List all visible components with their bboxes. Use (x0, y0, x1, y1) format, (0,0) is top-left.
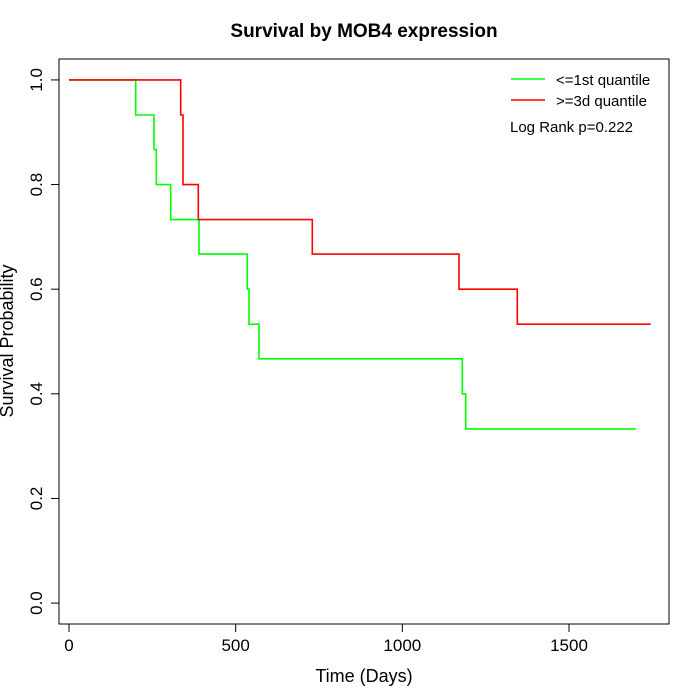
y-tick-label: 1.0 (27, 68, 46, 92)
x-tick-label: 0 (64, 636, 73, 655)
legend-label-high: >=3d quantile (556, 93, 647, 110)
chart-title: Survival by MOB4 expression (230, 21, 497, 42)
x-axis-label: Time (Days) (315, 666, 412, 686)
series-layer (69, 79, 651, 430)
x-tick-label: 1500 (550, 636, 588, 655)
legend: <=1st quantile >=3d quantile (511, 72, 650, 110)
log-rank-annotation: Log Rank p=0.222 (510, 119, 633, 136)
y-tick-label: 0.2 (27, 487, 46, 511)
y-tick-label: 0.0 (27, 591, 46, 615)
y-axis-label: Survival Probability (0, 264, 17, 417)
series-line-low (69, 79, 636, 430)
x-tick-label: 1000 (383, 636, 421, 655)
x-tick-label: 500 (221, 636, 249, 655)
series-line-high (69, 79, 651, 326)
y-axis: 0.0 0.2 0.4 0.6 0.8 1.0 (27, 68, 60, 615)
x-axis: 0 500 1000 1500 (64, 623, 588, 655)
y-tick-label: 0.4 (27, 382, 46, 406)
y-tick-label: 0.8 (27, 173, 46, 197)
y-tick-label: 0.6 (27, 277, 46, 301)
legend-label-low: <=1st quantile (556, 72, 650, 89)
